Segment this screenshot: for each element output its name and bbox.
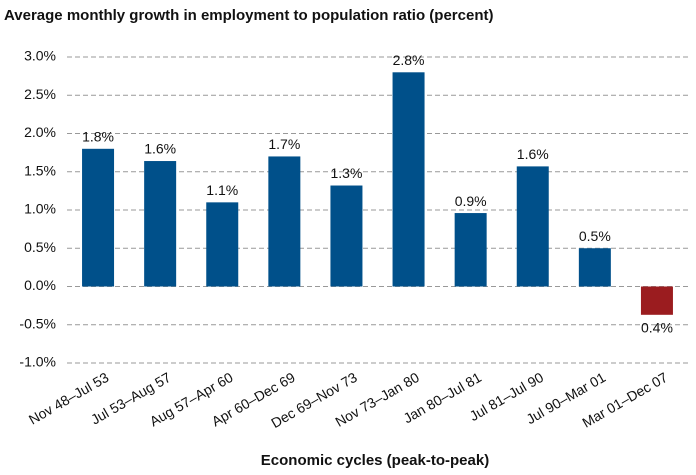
data-label: 2.8% (393, 52, 425, 68)
data-label: 1.8% (82, 129, 114, 145)
data-label: 1.3% (330, 165, 362, 181)
data-label: 1.7% (268, 136, 300, 152)
y-tick-label: 3.0% (24, 48, 56, 64)
data-label: 1.1% (206, 182, 238, 198)
bar (268, 156, 301, 287)
bar (206, 202, 239, 287)
y-tick-label: -1.0% (19, 354, 56, 370)
data-label: 1.6% (517, 146, 549, 162)
bar (392, 72, 425, 287)
bar (516, 166, 549, 287)
y-tick-label: 1.0% (24, 201, 56, 217)
bar (640, 286, 673, 315)
y-tick-label: 2.0% (24, 124, 56, 140)
chart-title: Average monthly growth in employment to … (4, 7, 493, 24)
y-tick-label: 0.0% (24, 277, 56, 293)
data-label: 0.4% (641, 320, 673, 336)
x-axis-title: Economic cycles (peak-to-peak) (261, 452, 489, 469)
y-tick-label: 1.5% (24, 162, 56, 178)
y-tick-label: 2.5% (24, 86, 56, 102)
data-label: 0.9% (455, 193, 487, 209)
y-tick-label: -0.5% (19, 315, 56, 331)
data-label: 1.6% (144, 141, 176, 157)
y-tick-label: 0.5% (24, 239, 56, 255)
bar (454, 213, 487, 287)
bar (330, 185, 363, 287)
bar (82, 148, 115, 287)
bar (144, 161, 177, 287)
data-label: 0.5% (579, 228, 611, 244)
bar (578, 248, 611, 287)
